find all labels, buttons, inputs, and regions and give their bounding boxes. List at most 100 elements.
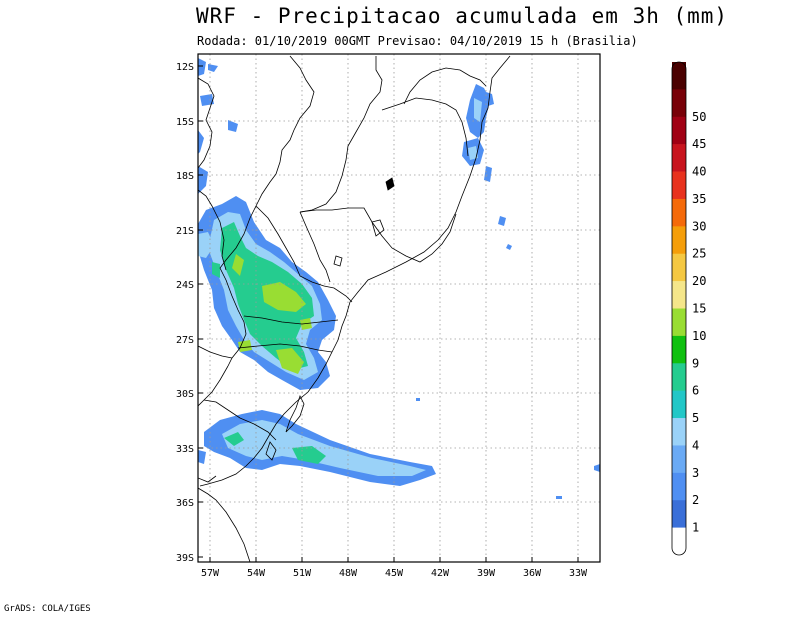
rain-area: [292, 446, 326, 464]
lon-label: 48W: [339, 568, 358, 579]
legend-label: 5: [692, 411, 699, 425]
legend-label: 10: [692, 329, 706, 343]
map-frame: [197, 53, 601, 563]
lat-label: 15S: [176, 117, 194, 128]
rain-area: [198, 130, 204, 154]
lon-label: 36W: [523, 568, 542, 579]
rain-area: [198, 450, 206, 464]
legend-swatch: [672, 308, 686, 337]
lat-label: 27S: [176, 335, 194, 346]
legend-swatch: [672, 116, 686, 145]
rain-area: [232, 254, 244, 276]
rain-area: [506, 244, 512, 250]
rain-area: [556, 496, 562, 499]
rain-area: [416, 398, 420, 401]
lat-label: 21S: [176, 226, 194, 237]
rain-area: [474, 98, 482, 122]
rain-area: [238, 340, 252, 352]
lon-label: 51W: [293, 568, 312, 579]
legend-swatch: [672, 418, 686, 446]
lon-label: 57W: [201, 568, 220, 579]
legend-label: 30: [692, 219, 706, 233]
lat-label: 33S: [176, 444, 194, 455]
legend-swatch: [672, 390, 686, 419]
longitude-labels: 57W 54W 51W 48W 45W 42W 39W 36W 33W: [201, 568, 588, 579]
state-border: [403, 67, 487, 105]
legend-label: 1: [692, 521, 699, 535]
state-border: [299, 56, 383, 213]
lake: [385, 177, 395, 191]
lake: [371, 219, 385, 237]
rain-area: [262, 282, 306, 312]
legend-label: 45: [692, 137, 706, 151]
legend-label: 3: [692, 466, 699, 480]
rain-area: [276, 348, 304, 374]
rain-area: [208, 64, 218, 72]
legend-swatch: [672, 281, 686, 309]
legend-label: 35: [692, 192, 706, 206]
tick-marks: [198, 65, 579, 562]
legend-swatch: [672, 62, 686, 90]
legend-swatch: [672, 500, 686, 528]
state-border: [299, 207, 457, 263]
rain-area: [198, 166, 208, 194]
map-title: WRF - Precipitacao acumulada em 3h (mm): [196, 4, 729, 28]
lon-label: 54W: [247, 568, 266, 579]
country-border: [198, 475, 217, 483]
legend-swatch: [672, 335, 686, 364]
lagoon: [265, 441, 277, 461]
lon-label: 42W: [431, 568, 450, 579]
country-border: [198, 345, 233, 359]
legend-swatch: [672, 144, 686, 172]
lat-label: 18S: [176, 171, 194, 182]
legend-swatch: [672, 363, 686, 391]
rain-area: [212, 262, 220, 278]
legend-swatch: [672, 472, 686, 501]
rain-area: [594, 464, 600, 472]
lat-label: 30S: [176, 389, 194, 400]
rain-area: [198, 58, 206, 76]
legend-swatch: [672, 253, 686, 282]
legend-swatch: [672, 198, 686, 227]
legend-outline: [671, 61, 687, 556]
country-border: [198, 77, 215, 169]
lat-label: 39S: [176, 553, 194, 564]
lagoon: [285, 394, 305, 433]
lon-label: 45W: [385, 568, 404, 579]
lon-label: 39W: [477, 568, 496, 579]
rain-area: [300, 318, 312, 330]
legend-label: 40: [692, 165, 706, 179]
grid-lines: [198, 54, 600, 562]
legend-label: 15: [692, 302, 706, 316]
legend-label: 6: [692, 384, 699, 398]
state-border: [299, 211, 331, 283]
country-border: [225, 279, 247, 367]
state-border: [219, 205, 257, 281]
state-border: [255, 205, 353, 303]
country-border: [198, 365, 229, 407]
state-border: [243, 315, 339, 325]
coastline: [198, 487, 251, 562]
rain-area: [200, 94, 214, 106]
latitude-labels: 12S 15S 18S 21S 24S 27S 30S 33S 36S 39S: [176, 62, 194, 564]
rain-area: [228, 120, 238, 132]
legend-label: 4: [692, 438, 699, 452]
legend-swatch: [672, 226, 686, 255]
legend-label: 20: [692, 274, 706, 288]
lon-label: 33W: [569, 568, 588, 579]
coastline: [199, 55, 511, 487]
lat-label: 12S: [176, 62, 194, 73]
legend-swatch: [672, 445, 686, 474]
legend-swatch: [672, 527, 686, 556]
rain-area: [486, 92, 494, 106]
borders-coastline: [198, 55, 511, 562]
rain-area: [498, 216, 506, 226]
precipitation-layer: [198, 58, 600, 499]
legend-label: 2: [692, 493, 699, 507]
credit-text: GrADS: COLA/IGES: [4, 604, 91, 614]
lake: [333, 255, 343, 267]
legend-label: 50: [692, 110, 706, 124]
rain-area: [224, 432, 244, 446]
legend-label: 25: [692, 247, 706, 261]
